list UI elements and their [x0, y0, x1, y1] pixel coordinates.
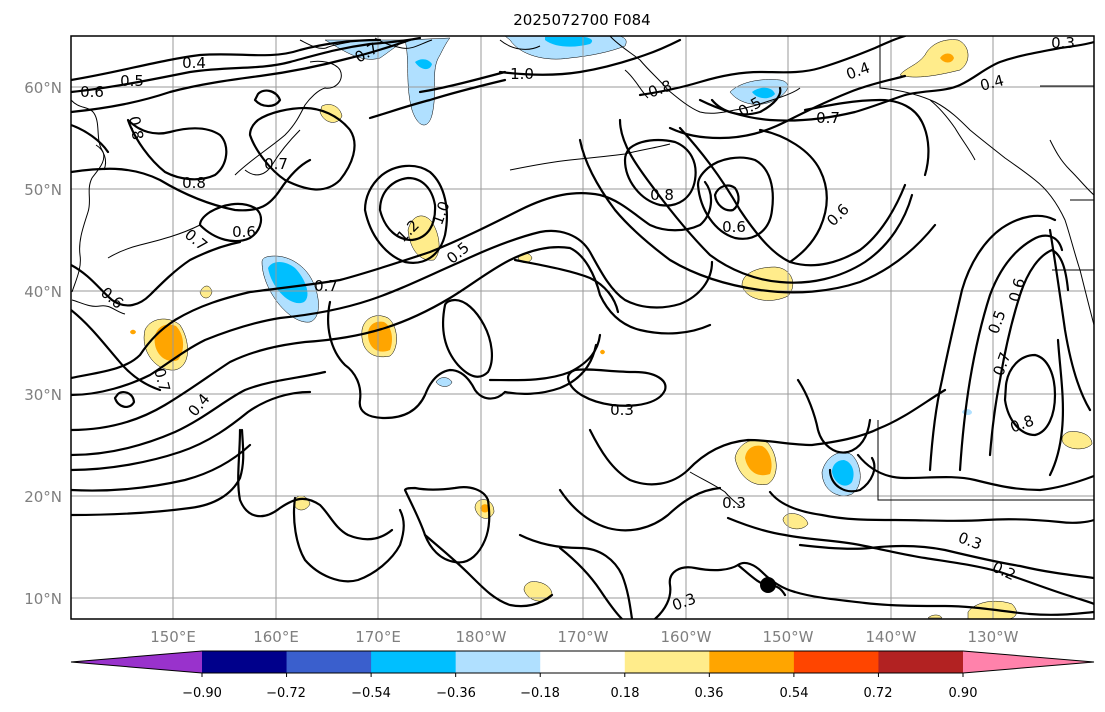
- lon-label: 140°W: [866, 628, 917, 646]
- storm-center-marker: [760, 577, 776, 593]
- colorbar-cell: [371, 651, 457, 673]
- colorbar-tick-label: 0.54: [780, 686, 809, 701]
- contour-label: 0.6: [232, 223, 256, 241]
- lon-label: 150°E: [150, 628, 196, 646]
- graticule: [71, 36, 1094, 619]
- contour-label: 0.8: [182, 174, 206, 192]
- colorbar-cell: [709, 651, 795, 673]
- colorbar-ticks: [201, 673, 964, 677]
- contour-label: 0.4: [182, 54, 206, 72]
- colorbar-tick-label: 0.72: [864, 686, 893, 701]
- lon-label: 170°W: [558, 628, 609, 646]
- map-area: 0.4 0.5 0.6 0.8 0.7 1.0 0.8 0.4 0.3 0.4 …: [71, 34, 1094, 619]
- lon-label: 180°W: [456, 628, 507, 646]
- colorbar: −0.90 −0.72 −0.54 −0.36 −0.18 0.18 0.36 …: [70, 650, 1095, 701]
- contour-label: 0.7: [264, 155, 288, 173]
- lat-label: 40°N: [24, 283, 62, 301]
- colorbar-cells: [70, 650, 1095, 674]
- lat-label: 10°N: [24, 590, 62, 608]
- lon-label: 150°W: [763, 628, 814, 646]
- colorbar-tick-label: −0.72: [266, 686, 306, 701]
- lon-label: 130°W: [968, 628, 1019, 646]
- contour-label: 0.3: [610, 401, 634, 419]
- lon-label: 170°E: [355, 628, 401, 646]
- contour-label: 0.4: [978, 71, 1006, 95]
- colorbar-cell: [540, 651, 626, 673]
- contour-label: 0.8: [125, 115, 147, 142]
- contour-label: 0.6: [1005, 276, 1029, 304]
- colorbar-cell: [624, 651, 710, 673]
- figure-title: 2025072700 F084: [513, 11, 650, 29]
- contour-label: 0.8: [650, 186, 674, 204]
- contour-label: 0.7: [150, 366, 174, 394]
- contour-label: 1.0: [510, 65, 534, 83]
- lon-label: 160°E: [253, 628, 299, 646]
- coastlines: [71, 36, 1094, 507]
- contour-label: 0.3: [1051, 34, 1075, 52]
- contour-label: 0.6: [80, 83, 104, 101]
- colorbar-cell: [286, 651, 372, 673]
- contour-label: 0.7: [314, 277, 338, 295]
- colorbar-cell: [202, 651, 288, 673]
- colorbar-tick-label: 0.18: [611, 686, 640, 701]
- colorbar-tick-label: 0.90: [949, 686, 978, 701]
- colorbar-cell: [793, 651, 879, 673]
- colorbar-cell: [878, 651, 964, 673]
- lat-label: 60°N: [24, 79, 62, 97]
- colorbar-tick-label: 0.36: [695, 686, 724, 701]
- lon-label: 160°W: [661, 628, 712, 646]
- contour-label: 0.6: [722, 218, 746, 236]
- contours: [71, 36, 1094, 619]
- colorbar-tick-label: −0.18: [520, 686, 560, 701]
- colorbar-extend-max: [963, 651, 1094, 673]
- colorbar-tick-label: −0.36: [436, 686, 476, 701]
- map-frame: [70, 35, 1095, 620]
- lat-label: 50°N: [24, 181, 62, 199]
- colorbar-tick-label: −0.90: [182, 686, 222, 701]
- colorbar-tick-label: −0.54: [351, 686, 391, 701]
- contour-label: 0.5: [120, 72, 144, 90]
- colorbar-extend-min: [71, 651, 202, 673]
- colorbar-cell: [455, 651, 541, 673]
- latitude-labels: 60°N 50°N 40°N 30°N 20°N 10°N: [24, 79, 62, 608]
- lat-label: 20°N: [24, 488, 62, 506]
- longitude-labels: 150°E 160°E 170°E 180°W 170°W 160°W 150°…: [150, 628, 1018, 646]
- contour-label: 0.7: [816, 109, 840, 127]
- lat-label: 30°N: [24, 386, 62, 404]
- contour-label: 0.3: [722, 494, 746, 512]
